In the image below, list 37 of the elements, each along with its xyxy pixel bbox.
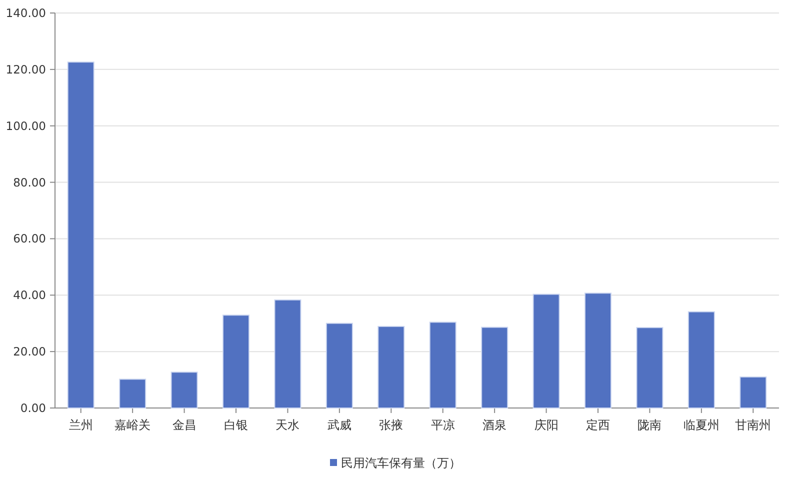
bar: [636, 327, 664, 408]
bar: [532, 294, 560, 408]
x-tick-label: 金昌: [172, 418, 196, 432]
bar: [378, 326, 405, 408]
bar: [740, 376, 767, 408]
x-tick-label: 陇南: [638, 418, 662, 432]
bar: [584, 292, 612, 408]
y-tick-label: 100.00: [6, 118, 46, 133]
bar: [429, 322, 456, 408]
x-tick-label: 庆阳: [534, 418, 558, 432]
y-tick-label: 0.00: [20, 401, 46, 415]
bar: [274, 299, 302, 408]
bar: [222, 314, 250, 408]
x-tick-label: 定西: [586, 418, 610, 432]
y-tick-label: 120.00: [6, 62, 46, 76]
y-tick-label: 60.00: [13, 232, 46, 246]
bar: [119, 378, 146, 408]
bar: [67, 62, 94, 408]
bar: [688, 311, 715, 408]
y-tick-label: 80.00: [13, 175, 46, 190]
x-tick-label: 兰州: [68, 418, 93, 432]
y-tick-label: 40.00: [13, 288, 46, 302]
x-tick-label: 嘉峪关: [114, 418, 151, 432]
bar: [481, 326, 508, 408]
x-tick-label: 武威: [327, 418, 352, 432]
x-tick-label: 酒泉: [482, 418, 507, 432]
x-tick-label: 张掖: [379, 418, 404, 432]
bar: [170, 372, 198, 408]
x-tick-label: 临夏州: [683, 418, 720, 432]
x-tick-label: 天水: [276, 418, 300, 432]
y-tick-label: 140.00: [6, 6, 46, 20]
x-tick-label: 甘南州: [735, 418, 772, 432]
x-tick-label: 白银: [224, 418, 248, 432]
legend: 民用汽车保有量（万）: [330, 456, 461, 470]
bar: [326, 322, 353, 408]
x-tick-label: 平凉: [430, 418, 455, 432]
y-tick-label: 20.00: [13, 344, 46, 359]
